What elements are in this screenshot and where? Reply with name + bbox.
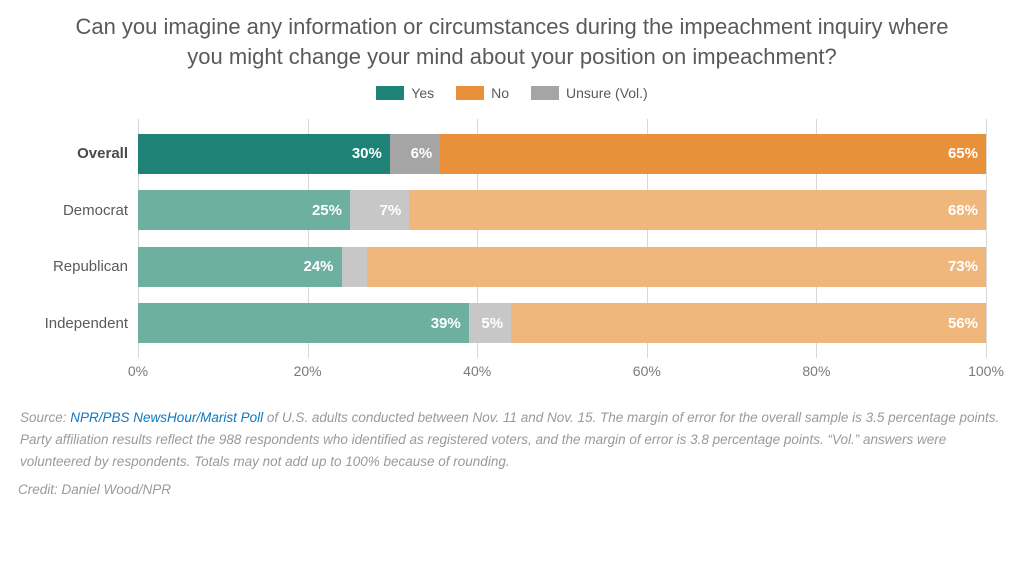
stacked-bar: 39% 5% 56% xyxy=(138,303,986,343)
x-tick-label: 20% xyxy=(294,363,322,379)
bar-segment-no: 56% xyxy=(511,303,986,343)
row-label: Overall xyxy=(20,145,138,162)
bar-value: 7% xyxy=(350,202,409,219)
gridline xyxy=(986,119,987,358)
bar-value: 5% xyxy=(469,315,511,332)
bar-value: 30% xyxy=(138,145,390,162)
bar-segment-unsure: 6% xyxy=(390,134,440,174)
chart-title: Can you imagine any information or circu… xyxy=(18,12,1006,71)
bar-segment-yes: 30% xyxy=(138,134,390,174)
bar-row-republican: Republican 24% 73% xyxy=(138,247,986,287)
stacked-bar: 30% 6% 65% xyxy=(138,134,986,174)
x-axis: 0% 20% 40% 60% 80% 100% xyxy=(138,357,986,389)
bar-value: 39% xyxy=(138,315,469,332)
legend-item-unsure: Unsure (Vol.) xyxy=(531,85,648,101)
bar-segment-yes: 39% xyxy=(138,303,469,343)
legend-item-no: No xyxy=(456,85,509,101)
bar-value: 68% xyxy=(409,202,986,219)
row-label: Independent xyxy=(20,315,138,332)
bar-segment-unsure: 5% xyxy=(469,303,511,343)
chart-plot-area: Overall 30% 6% 65% Democrat 25% 7% 68% xyxy=(18,123,1006,403)
bar-value: 73% xyxy=(367,258,986,275)
bar-row-independent: Independent 39% 5% 56% xyxy=(138,303,986,343)
bar-rows: Overall 30% 6% 65% Democrat 25% 7% 68% xyxy=(138,123,986,353)
legend-label-unsure: Unsure (Vol.) xyxy=(566,85,648,101)
legend-swatch-yes xyxy=(376,86,404,100)
legend-label-no: No xyxy=(491,85,509,101)
bar-segment-yes: 24% xyxy=(138,247,342,287)
x-tick-label: 40% xyxy=(463,363,491,379)
legend-item-yes: Yes xyxy=(376,85,434,101)
bar-segment-unsure xyxy=(342,247,367,287)
x-tick-label: 100% xyxy=(968,363,1004,379)
row-label: Republican xyxy=(20,258,138,275)
bar-row-democrat: Democrat 25% 7% 68% xyxy=(138,190,986,230)
bar-row-overall: Overall 30% 6% 65% xyxy=(138,134,986,174)
bar-value: 6% xyxy=(390,145,440,162)
bar-value: 24% xyxy=(138,258,342,275)
source-note: Source: NPR/PBS NewsHour/Marist Poll of … xyxy=(18,403,1006,472)
bar-segment-no: 65% xyxy=(440,134,986,174)
x-tick-label: 0% xyxy=(128,363,148,379)
x-tick-label: 80% xyxy=(802,363,830,379)
credit-line: Credit: Daniel Wood/NPR xyxy=(18,482,1006,497)
legend-swatch-no xyxy=(456,86,484,100)
row-label: Democrat xyxy=(20,202,138,219)
source-link[interactable]: NPR/PBS NewsHour/Marist Poll xyxy=(70,410,263,425)
bar-segment-yes: 25% xyxy=(138,190,350,230)
bar-value: 25% xyxy=(138,202,350,219)
bar-segment-no: 73% xyxy=(367,247,986,287)
bar-value: 56% xyxy=(511,315,986,332)
bar-segment-no: 68% xyxy=(409,190,986,230)
legend: Yes No Unsure (Vol.) xyxy=(18,85,1006,101)
chart-container: Can you imagine any information or circu… xyxy=(0,0,1024,561)
x-tick-label: 60% xyxy=(633,363,661,379)
source-prefix: Source: xyxy=(20,410,70,425)
stacked-bar: 25% 7% 68% xyxy=(138,190,986,230)
bar-value: 65% xyxy=(440,145,986,162)
bar-segment-unsure: 7% xyxy=(350,190,409,230)
legend-label-yes: Yes xyxy=(411,85,434,101)
stacked-bar: 24% 73% xyxy=(138,247,986,287)
legend-swatch-unsure xyxy=(531,86,559,100)
plot: Overall 30% 6% 65% Democrat 25% 7% 68% xyxy=(138,123,986,353)
